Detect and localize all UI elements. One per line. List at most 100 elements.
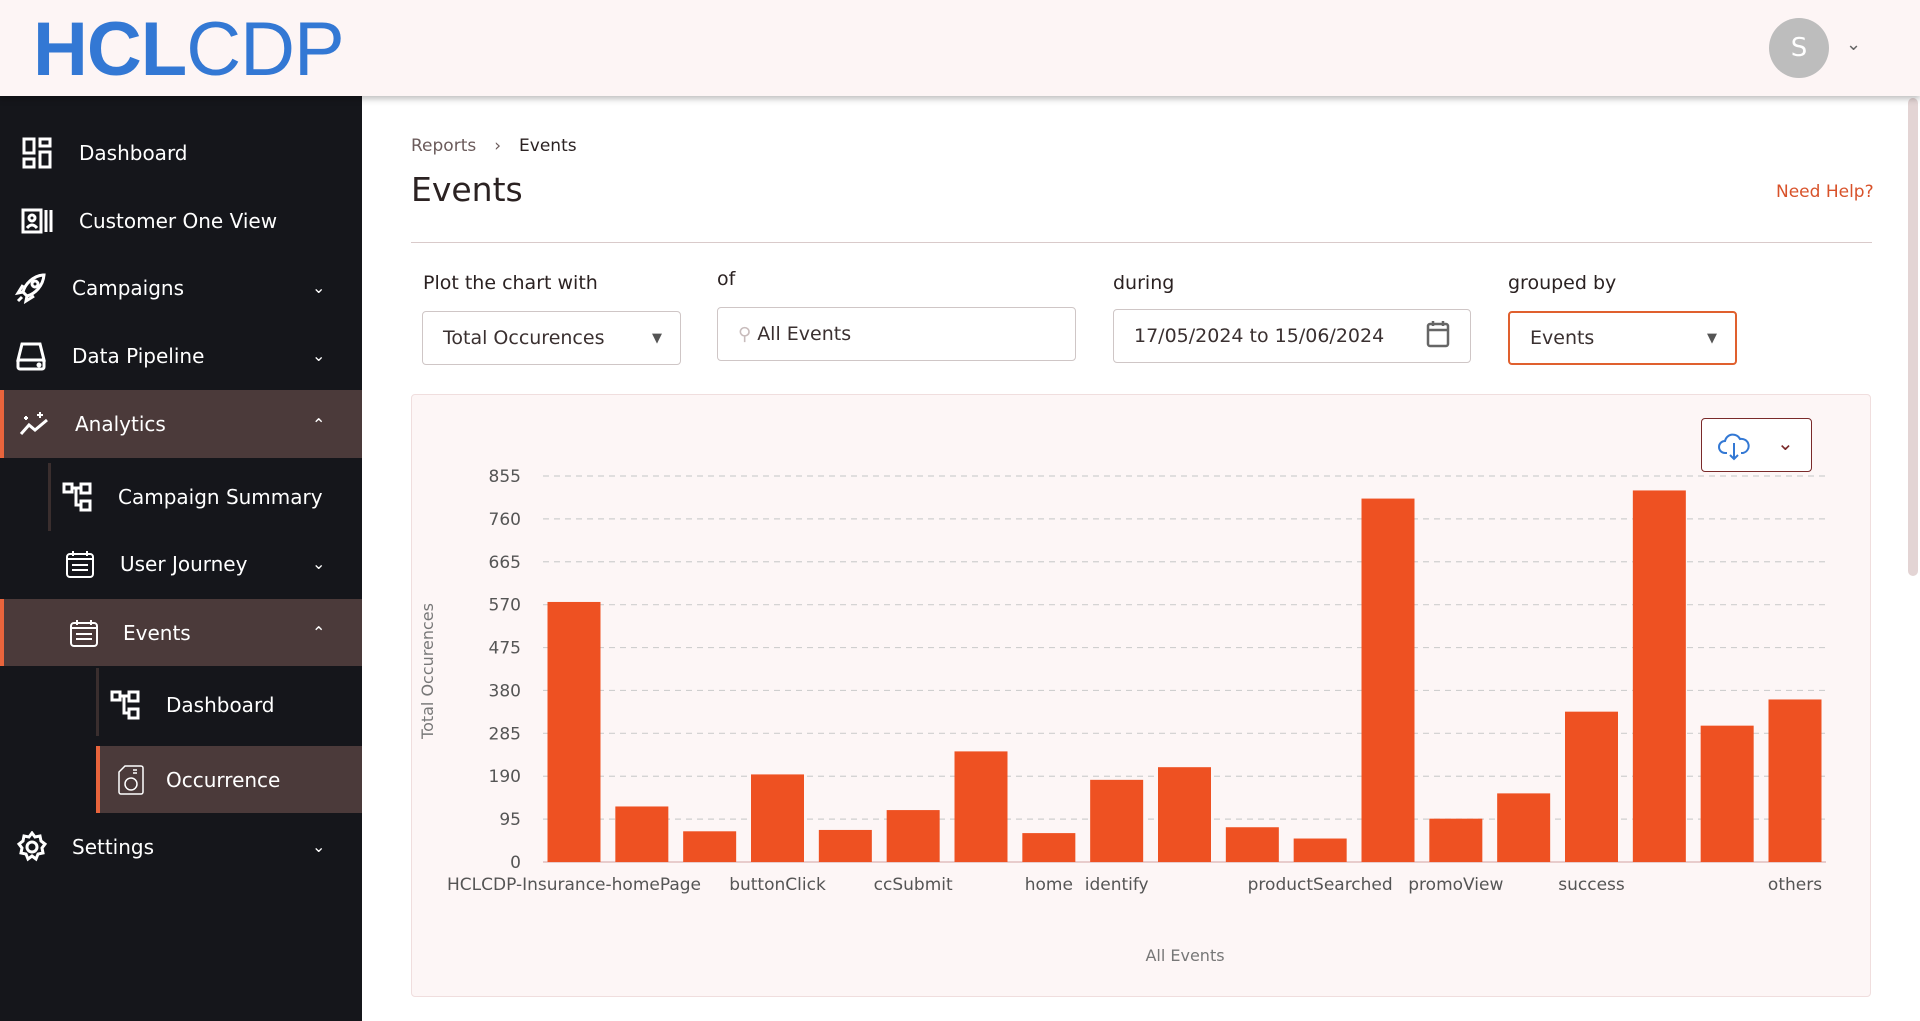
x-axis-title: All Events [1145,946,1224,965]
sidebar-item-data-pipeline[interactable]: Data Pipeline ⌄ [0,322,362,389]
chevron-down-icon[interactable]: ⌄ [312,346,326,365]
user-avatar[interactable]: S [1769,18,1829,78]
bar [1565,711,1618,862]
sidebar-item-user-journey[interactable]: User Journey ⌄ [0,530,362,597]
sidebar-item-customer-one-view[interactable]: Customer One View [0,187,362,254]
bar [683,831,737,862]
sidebar-item-campaigns[interactable]: Campaigns ⌄ [0,254,362,321]
dropdown-arrow-icon: ▼ [652,330,662,346]
sidebar-item-analytics[interactable]: Analytics ⌃ [0,390,362,458]
bar [1293,838,1347,862]
x-tick-label: others [1768,875,1822,895]
cloud-download-icon [1718,431,1750,465]
y-tick-label: 760 [489,510,521,530]
y-tick-label: 0 [510,853,521,873]
contact-card-icon [20,204,54,238]
y-tick-label: 855 [489,467,521,487]
hierarchy-icon [61,480,95,514]
sidebar-item-settings[interactable]: Settings ⌄ [0,813,362,880]
y-tick-label: 95 [499,810,521,830]
sidebar-item-campaign-summary[interactable]: Campaign Summary [0,463,362,530]
sidebar-item-label: Events [123,620,191,645]
sidebar-item-dashboard[interactable]: Dashboard [0,119,362,186]
breadcrumb: Reports › Events [411,136,577,156]
gear-icon [15,830,49,864]
y-tick-label: 380 [489,681,521,701]
grouped-by-label: grouped by [1508,272,1617,294]
date-range-value: 17/05/2024 to 15/06/2024 [1134,325,1385,347]
sidebar-item-events-dashboard[interactable]: Dashboard [0,671,362,738]
events-search-input[interactable]: ⚲ All Events [717,307,1076,361]
search-icon: ⚲ [738,323,752,345]
chevron-up-icon[interactable]: ⌃ [312,623,326,642]
y-tick-label: 475 [489,639,521,659]
search-value: All Events [757,323,852,345]
bar [1361,498,1415,862]
calendar-icon [63,547,97,581]
y-axis-title: Total Occurences [418,603,437,740]
y-tick-label: 285 [489,724,521,744]
breadcrumb-current: Events [519,136,577,156]
chart-card: ⌄ 0 95 190 285 380 475 570 665 760 855 HCLCDP-Insu… [411,394,1871,997]
x-tick-label: HCLCDP-Insurance-homePage [447,875,701,895]
chevron-down-icon[interactable]: ⌄ [312,278,326,297]
date-range-input[interactable]: 17/05/2024 to 15/06/2024 [1113,309,1471,363]
plot-metric-select[interactable]: Total Occurences ▼ [422,311,681,365]
y-tick-label: 570 [489,596,521,616]
x-tick-label: promoView [1408,875,1503,895]
sidebar-item-label: Data Pipeline [72,343,205,368]
dashboard-grid-icon [20,136,54,170]
sidebar-item-occurrence[interactable]: Occurrence [96,746,362,813]
bar [1090,779,1144,862]
calendar-icon[interactable] [1426,320,1450,352]
page-title: Events [411,170,523,209]
breadcrumb-reports-link[interactable]: Reports [411,136,477,156]
chevron-down-icon[interactable]: ⌄ [1846,34,1862,55]
y-tick-label: 190 [489,767,521,787]
bar [1497,793,1551,862]
chevron-down-icon[interactable]: ⌄ [1777,431,1794,455]
sidebar-item-label: Analytics [75,412,166,436]
occurrence-icon [114,763,148,797]
sidebar-item-label: Dashboard [79,140,188,165]
sidebar-item-label: Settings [72,834,155,859]
chevron-down-icon[interactable]: ⌄ [312,837,326,856]
bar [615,806,669,862]
bar [1768,699,1822,862]
hclcdp-logo[interactable]: HCLCDP [33,7,345,92]
sidebar-item-label: User Journey [120,551,248,576]
bar [1700,725,1754,862]
sidebar-item-label: Campaigns [72,275,185,300]
bar [954,751,1008,862]
chevron-down-icon[interactable]: ⌄ [312,554,326,573]
top-header: HCLCDP S ⌄ [0,0,1920,96]
sidebar-item-label: Dashboard [166,692,275,717]
chevron-up-icon[interactable]: ⌃ [312,414,326,434]
x-tick-label: ccSubmit [874,875,953,895]
bar [1632,490,1686,862]
tree-line [96,668,99,736]
bar [547,601,601,862]
sidebar-item-label: Customer One View [79,208,278,233]
bar [1429,818,1483,862]
x-tick-label: productSearched [1248,875,1393,895]
drive-icon [14,339,48,373]
hierarchy-icon [109,688,143,722]
need-help-link[interactable]: Need Help? [1776,182,1874,202]
of-label: of [717,268,736,290]
dropdown-arrow-icon: ▼ [1707,330,1717,346]
sidebar-item-label: Campaign Summary [118,484,323,509]
group-by-select[interactable]: Events ▼ [1508,311,1737,365]
analytics-icon [18,407,52,441]
select-value: Events [1530,327,1595,349]
bar [751,774,804,862]
page-scrollbar[interactable] [1908,98,1918,576]
calendar-icon [67,616,101,650]
download-button[interactable]: ⌄ [1701,418,1812,472]
sidebar-item-label: Occurrence [166,767,281,792]
bar-chart: 0 95 190 285 380 475 570 665 760 855 HCLCDP-Insura… [418,467,1826,965]
y-tick-label: 665 [489,553,521,573]
sidebar-item-events[interactable]: Events ⌃ [0,599,362,666]
bar [886,810,940,862]
x-tick-label: home [1025,875,1073,895]
